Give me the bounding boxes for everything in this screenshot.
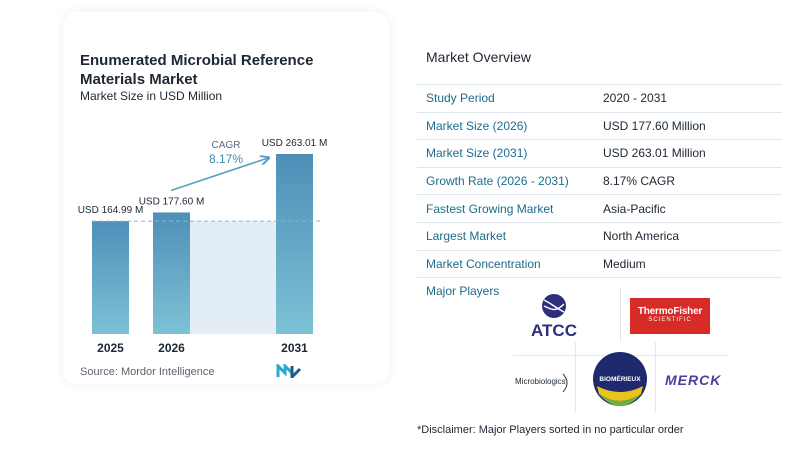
biomerieux-logo-text: BIOMÉRIEUX: [599, 374, 641, 383]
thermofisher-logo: ThermoFisher SCIENTIFIC: [630, 298, 710, 334]
chart-subtitle: Market Size in USD Million: [80, 89, 223, 103]
cagr-label: CAGR: [212, 140, 241, 151]
thermofisher-logo-subtext: SCIENTIFIC: [648, 317, 692, 323]
x-tick-label-2025: 2025: [97, 341, 124, 355]
overview-row: Growth Rate (2026 - 2031) 8.17% CAGR: [417, 168, 782, 196]
thermofisher-logo-text: ThermoFisher: [637, 306, 703, 317]
overview-row-label: Largest Market: [426, 229, 507, 244]
atcc-logo-text: ATCC: [531, 321, 577, 340]
x-tick-label-2031: 2031: [281, 341, 308, 355]
atcc-logo-icon: ATCC: [531, 294, 577, 340]
chart-title: Enumerated Microbial Reference Materials…: [80, 52, 314, 88]
overview-row: Study Period 2020 - 2031: [417, 84, 782, 113]
microbiologics-logo-icon: Microbiologics: [515, 373, 568, 393]
biomerieux-logo-icon: BIOMÉRIEUX: [593, 352, 647, 406]
overview-row-label: Study Period: [426, 91, 495, 106]
data-label-2026: USD 177.60 M: [139, 196, 205, 207]
overview-row-label: Market Concentration: [426, 256, 541, 271]
cagr-arrow: [170, 158, 268, 192]
overview-row-value: USD 177.60 Million: [603, 118, 706, 133]
disclaimer-note: *Disclaimer: Major Players sorted in no …: [417, 424, 684, 436]
overview-row-label: Fastest Growing Market: [426, 201, 554, 216]
source-note: Source: Mordor Intelligence: [80, 366, 215, 378]
overview-title: Market Overview: [426, 49, 532, 65]
overview-row: Largest Market North America: [417, 223, 782, 251]
bar-2025: [92, 221, 129, 334]
data-label-2031: USD 263.01 M: [262, 138, 328, 149]
overview-row-value: 8.17% CAGR: [603, 174, 676, 189]
data-label-2025: USD 164.99 M: [78, 205, 144, 216]
overview-row-value: USD 263.01 Million: [603, 146, 706, 161]
divider: [575, 342, 576, 412]
mordor-logo-icon: [276, 364, 302, 378]
overview-table: Study Period 2020 - 2031 Market Size (2026…: [417, 84, 782, 279]
divider: [620, 287, 621, 342]
x-tick-label-2026: 2026: [158, 341, 185, 355]
overview-row-value: North America: [603, 229, 680, 244]
overview-row-value: Asia-Pacific: [603, 201, 666, 216]
overview-row-value: Medium: [603, 256, 646, 271]
microbiologics-logo-text: Microbiologics: [515, 377, 566, 386]
cagr-value: 8.17%: [209, 152, 243, 166]
divider: [655, 342, 656, 412]
overview-row-label: Market Size (2031): [426, 146, 528, 161]
bar-2026: [153, 212, 190, 334]
overview-row: Market Size (2026) USD 177.60 Million: [417, 113, 782, 141]
players-label: Major Players: [426, 284, 500, 298]
overview-row-value: 2020 - 2031: [603, 91, 668, 106]
merck-logo: MERCK: [665, 372, 722, 388]
overview-row-label: Growth Rate (2026 - 2031): [426, 174, 569, 189]
bar-2031: [276, 154, 313, 334]
growth-shade: [190, 221, 276, 334]
overview-row: Fastest Growing Market Asia-Pacific: [417, 195, 782, 223]
overview-row-label: Market Size (2026): [426, 118, 528, 133]
overview-row: Market Size (2031) USD 263.01 Million: [417, 140, 782, 168]
overview-row: Market Concentration Medium: [417, 251, 782, 279]
